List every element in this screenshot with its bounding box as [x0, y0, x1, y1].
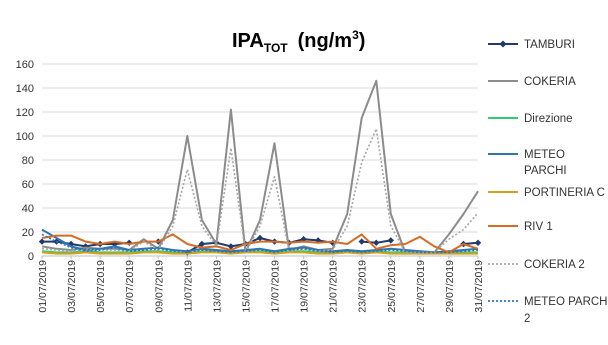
- legend: TAMBURI COKERIA Direzione METEO PARCHI PORTIN…: [488, 39, 608, 325]
- x-tick-label: 13/07/2019: [211, 260, 223, 313]
- legend-marker: [499, 40, 507, 48]
- y-tick-label: 0: [28, 251, 34, 263]
- series-meteo-parchi-2: [41, 233, 479, 254]
- series-line: [41, 233, 479, 254]
- x-tick-label: 27/07/2019: [415, 260, 427, 313]
- y-tick-label: 60: [22, 179, 34, 191]
- x-tick-label: 31/07/2019: [473, 260, 485, 313]
- title-unit-close: ): [359, 30, 366, 52]
- x-tick-label: 01/07/2019: [37, 260, 49, 313]
- legend-label: METEO: [524, 149, 565, 161]
- y-tick-label: 100: [16, 131, 34, 143]
- data-point: [67, 240, 75, 248]
- series-line: [41, 233, 479, 254]
- x-tick-label: 15/07/2019: [240, 260, 252, 313]
- legend-label: COKERIA 2: [524, 259, 585, 271]
- x-tick-label: 05/07/2019: [95, 260, 107, 313]
- y-axis: 0 20 40 60 80 100 120 140 160: [16, 59, 34, 263]
- data-point: [111, 240, 118, 248]
- series-cokeria-2: [41, 128, 479, 254]
- legend-label: 2: [524, 313, 530, 325]
- y-tick-label: 40: [22, 203, 34, 215]
- legend-item-portineria-c: PORTINERIA C: [488, 187, 605, 199]
- legend-label: Direzione: [524, 113, 573, 125]
- x-tick-label: 11/07/2019: [182, 260, 194, 312]
- legend-label: TAMBURI: [524, 39, 575, 51]
- x-tick-label: 07/07/2019: [124, 260, 136, 313]
- legend-item-cokeria: COKERIA: [488, 76, 576, 88]
- title-main: IPA: [232, 30, 264, 52]
- series-portineria-c: [41, 251, 478, 255]
- legend-item-direzione: Direzione: [488, 113, 573, 125]
- chart-title: IPATOT (ng/m3): [232, 28, 365, 55]
- data-point: [38, 238, 46, 245]
- legend-label: METEO PARCHI: [524, 296, 608, 308]
- series-line: [41, 251, 478, 255]
- y-tick-label: 80: [22, 155, 34, 167]
- title-subscript: TOT: [264, 41, 288, 55]
- legend-item-tamburi: TAMBURI: [488, 39, 575, 51]
- legend-label: PARCHI: [524, 165, 567, 177]
- x-tick-label: 03/07/2019: [66, 260, 78, 313]
- x-tick-label: 09/07/2019: [153, 260, 165, 313]
- y-tick-label: 120: [16, 107, 34, 119]
- legend-item-cokeria-2: COKERIA 2: [488, 259, 585, 271]
- data-point: [198, 240, 206, 248]
- x-tick-label: 29/07/2019: [444, 260, 456, 313]
- series-riv-1: [41, 233, 479, 254]
- legend-label: COKERIA: [524, 76, 576, 88]
- series-line: [41, 250, 478, 255]
- series-line: [41, 128, 479, 254]
- data-point: [387, 237, 394, 244]
- x-tick-label: 25/07/2019: [386, 260, 398, 313]
- series-meteo-parchi: [41, 228, 479, 254]
- x-tick-label: 23/07/2019: [357, 260, 369, 313]
- series-direzione: [41, 250, 478, 255]
- data-point: [358, 238, 365, 245]
- legend-item-meteo-parchi: METEO PARCHI: [488, 149, 567, 177]
- data-point: [474, 239, 482, 246]
- data-point: [373, 239, 380, 246]
- y-tick-label: 20: [22, 227, 34, 239]
- title-unit: (ng/m: [298, 30, 352, 52]
- x-tick-label: 19/07/2019: [299, 260, 311, 313]
- x-axis: 01/07/2019 03/07/2019 05/07/2019 07/07/2019…: [37, 255, 485, 313]
- legend-item-riv-1: RIV 1: [488, 221, 553, 233]
- x-tick-label: 21/07/2019: [328, 260, 340, 313]
- series-line: [41, 228, 479, 254]
- legend-item-meteo-parchi-2: METEO PARCHI 2: [488, 296, 608, 325]
- svg-text:IPATOT(ng/m3): IPATOT (ng/m3): [232, 28, 365, 55]
- y-tick-label: 160: [16, 59, 34, 71]
- legend-label: RIV 1: [524, 221, 553, 233]
- legend-label: PORTINERIA C: [524, 187, 605, 199]
- x-tick-label: 17/07/2019: [270, 260, 282, 313]
- data-point: [227, 243, 235, 250]
- series-layer: [38, 79, 482, 256]
- title-unit-superscript: 3: [352, 28, 359, 42]
- data-point: [256, 234, 264, 242]
- y-tick-label: 140: [16, 83, 34, 95]
